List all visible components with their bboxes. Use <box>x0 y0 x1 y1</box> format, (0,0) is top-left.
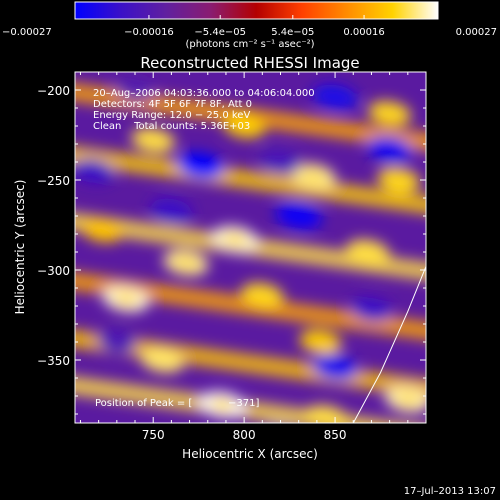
x-tick-label: 800 <box>233 428 256 442</box>
info-counts: Clean Total counts: 5.36E+03 <box>93 121 250 132</box>
intensity-blob <box>345 239 390 265</box>
colorbar-tick-label: −0.00027 <box>2 27 52 38</box>
intensity-blob <box>115 78 155 102</box>
intensity-blob <box>75 158 115 184</box>
intensity-blob <box>176 152 225 180</box>
intensity-peak-core <box>395 392 421 407</box>
intensity-blob <box>275 202 323 230</box>
intensity-blob <box>304 405 348 423</box>
colorbar <box>74 1 439 20</box>
colorbar-tick-label: 0.00027 <box>456 27 497 38</box>
intensity-blob <box>240 282 284 308</box>
intensity-blob <box>299 329 342 355</box>
colorbar-ticks: −0.00027 −0.00016 −5.4e−05 5.4e−05 0.00016 0.… <box>2 15 497 38</box>
colorbar-tick-label: 5.4e−05 <box>271 27 314 38</box>
colorbar-tick-label: 0.00016 <box>343 27 384 38</box>
intensity-blob <box>377 167 421 193</box>
intensity-blob <box>350 297 393 322</box>
solar-limb-curve <box>352 266 426 423</box>
y-tick-label: −250 <box>37 174 70 188</box>
x-axis-label: Heliocentric X (arcsec) <box>182 447 318 461</box>
colorbar-unit-label: (photons cm⁻² s⁻¹ asec⁻²) <box>185 39 314 50</box>
intensity-peak-core <box>173 255 199 270</box>
peak-position-label: Position of Peak = [ <box>95 398 192 409</box>
intensity-blob <box>140 347 185 373</box>
intensity-stripe <box>75 374 426 423</box>
heatmap-area <box>75 72 426 423</box>
plot-frame <box>74 71 427 424</box>
x-tick-label: 850 <box>324 428 347 442</box>
axis-ticks: 750 800 850 −200 −250 −300 −350 <box>37 71 427 442</box>
colorbar-tick-label: −0.00016 <box>124 27 174 38</box>
x-tick-label: 750 <box>142 428 165 442</box>
intensity-blob <box>312 354 359 381</box>
intensity-peak-core <box>113 291 139 307</box>
intensity-blob <box>368 101 412 126</box>
intensity-peak-core <box>222 232 248 247</box>
intensity-stripe <box>75 143 426 217</box>
intensity-blob <box>366 136 413 163</box>
info-energy-range: Energy Range: 12.0 − 25.0 keV <box>93 110 250 121</box>
y-tick-label: −350 <box>37 354 70 368</box>
intensity-blob <box>260 150 301 174</box>
intensity-peak-core <box>209 397 236 413</box>
y-tick-label: −300 <box>37 264 70 278</box>
y-axis-label: Heliocentric Y (arcsec) <box>13 180 27 315</box>
intensity-blob <box>222 113 266 139</box>
intensity-stripe <box>75 327 426 400</box>
intensity-blob <box>150 198 193 223</box>
intensity-stripe <box>75 269 426 343</box>
heatmap-layer <box>75 78 426 423</box>
info-detectors: Detectors: 4F 5F 6F 7F 8F, Att 0 <box>93 99 252 110</box>
intensity-blob <box>312 84 358 111</box>
intensity-blob <box>96 330 137 354</box>
peak-position-value: −371] <box>228 398 259 409</box>
intensity-blob <box>131 127 176 153</box>
chart-title: Reconstructed RHESSI Image <box>140 54 359 72</box>
y-tick-label: −200 <box>37 84 70 98</box>
intensity-blob <box>81 218 124 243</box>
intensity-peak-core <box>300 169 326 184</box>
footer-timestamp: 17–Jul–2013 13:07 <box>404 486 496 497</box>
info-time-range: 20–Aug–2006 04:03:36.000 to 04:06:04.000 <box>93 88 315 99</box>
colorbar-tick-label: −5.4e−05 <box>194 27 246 38</box>
observation-info: 20–Aug–2006 04:03:36.000 to 04:06:04.000… <box>93 88 315 132</box>
